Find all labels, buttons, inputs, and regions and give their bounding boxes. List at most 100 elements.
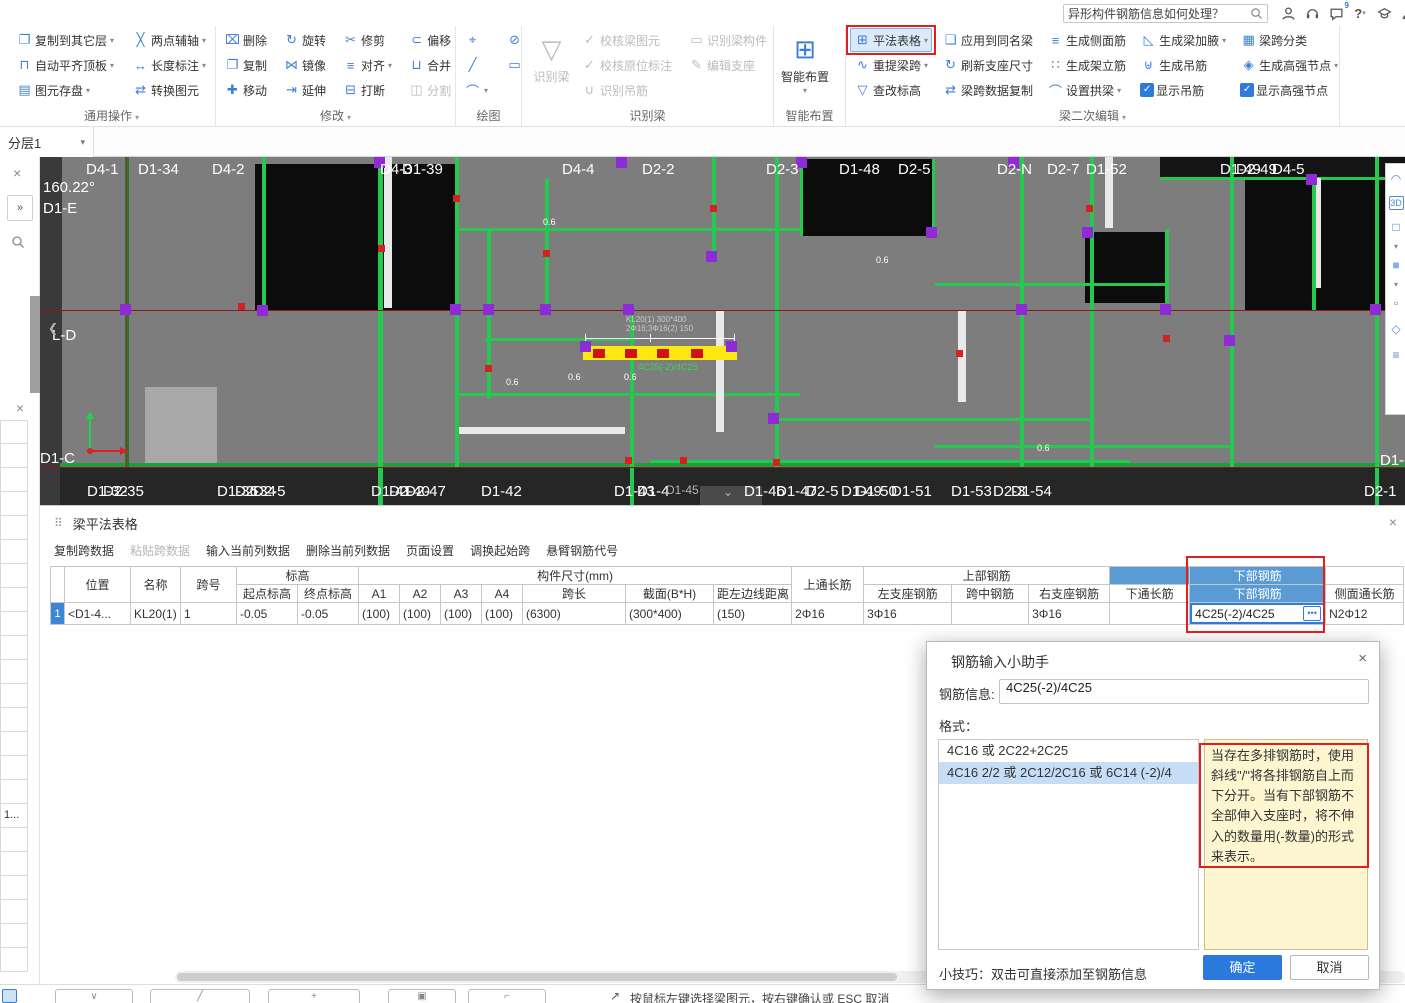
merge-button[interactable]: ⊔ 合并: [404, 53, 455, 77]
draw-arc-button[interactable]: ⌒ ▾: [460, 78, 492, 102]
chevron-down-icon[interactable]: ▾: [110, 35, 115, 45]
list-item[interactable]: [0, 612, 28, 636]
status-tool-button-3[interactable]: ▣: [388, 989, 456, 1003]
extend-button[interactable]: ⇥ 延伸: [279, 78, 330, 102]
cell-left-dist[interactable]: (150): [713, 602, 793, 625]
list-item[interactable]: [0, 948, 28, 972]
cell-left-support[interactable]: 3Φ16: [863, 602, 953, 625]
apply-to-same-name-beam-button[interactable]: ❏ 应用到同名梁: [938, 28, 1037, 52]
list-item[interactable]: [0, 852, 28, 876]
col-header-bottom-through-top[interactable]: [1109, 566, 1191, 585]
generate-hanger-rebar-button[interactable]: ⊎ 生成吊筋: [1136, 53, 1230, 77]
cube-icon[interactable]: ◇: [1391, 322, 1401, 336]
list-item[interactable]: [0, 828, 28, 852]
table-menu-输入当前列数据[interactable]: 输入当前列数据: [206, 544, 291, 558]
chevron-down-icon[interactable]: ▾: [924, 60, 929, 70]
panel-close-icon[interactable]: ×: [13, 165, 22, 181]
col-header-position[interactable]: 位置: [64, 566, 131, 603]
status-toggle-active[interactable]: [2, 989, 17, 1003]
group-header-bottom-rebar[interactable]: 下部钢筋: [1189, 566, 1327, 585]
cell-a3[interactable]: (100): [440, 602, 483, 625]
table-menu-调换起始跨[interactable]: 调换起始跨: [470, 544, 531, 558]
list-item[interactable]: [0, 684, 28, 708]
col-header-a3[interactable]: A3: [440, 584, 483, 603]
two-point-aux-axis-button[interactable]: ╳ 两点辅轴 ▾: [128, 28, 210, 52]
rail-scrollbar-thumb[interactable]: [30, 296, 40, 393]
cell-span-no[interactable]: 1: [180, 602, 237, 625]
chevron-down-icon[interactable]: ▾: [202, 35, 207, 45]
box-view-icon[interactable]: □: [1392, 220, 1400, 234]
col-header-a2[interactable]: A2: [399, 584, 442, 603]
cell-top-through[interactable]: 2Φ16: [791, 602, 865, 625]
beam-span-data-copy-button[interactable]: ⇄ 梁跨数据复制: [938, 78, 1037, 102]
col-header-right-support[interactable]: 右支座钢筋: [1028, 584, 1111, 603]
cell-end-elev[interactable]: -0.05: [296, 602, 360, 625]
length-annotation-button[interactable]: ↔ 长度标注 ▾: [128, 53, 210, 77]
chevron-down-icon[interactable]: ▾: [1222, 35, 1227, 45]
col-header-span-len[interactable]: 跨长: [522, 584, 627, 603]
ribbon-group-label-beam-secondary-edit[interactable]: 梁二次编辑 ▾: [1058, 109, 1127, 123]
help-icon[interactable]: ? ▾: [1354, 5, 1366, 21]
edit-icon[interactable]: [1397, 3, 1405, 23]
smart-layout-main-button[interactable]: ⊞ 智能布置 ▾: [778, 28, 832, 95]
list-item[interactable]: [0, 468, 28, 492]
list-item[interactable]: [0, 564, 28, 588]
list-item[interactable]: [0, 420, 28, 444]
check-beam-elements-button[interactable]: ✓ 校核梁图元: [577, 28, 676, 52]
format-option-list[interactable]: 4C16 或 2C22+2C25 4C16 2/2 或 2C12/2C16 或 6…: [938, 739, 1199, 950]
set-arched-beam-button[interactable]: ⌒ 设置拱梁 ▾: [1043, 78, 1130, 102]
col-header-end-elev[interactable]: 终点标高: [296, 584, 360, 603]
chevron-down-icon[interactable]: ▾: [388, 60, 393, 70]
chevron-down-icon[interactable]: ▾: [1122, 113, 1127, 122]
break-button[interactable]: ⊟ 打断: [338, 78, 396, 102]
ok-button[interactable]: 确定: [1203, 955, 1282, 980]
group-header-elevation[interactable]: 标高: [235, 566, 360, 585]
group-header-top-rebar[interactable]: 上部钢筋: [863, 566, 1111, 585]
list-item[interactable]: [0, 876, 28, 900]
element-save-button[interactable]: ▤ 图元存盘 ▾: [12, 78, 118, 102]
col-header-mid-span[interactable]: 跨中钢筋: [951, 584, 1030, 603]
upgrade-cap-icon[interactable]: [1374, 3, 1394, 23]
beam-table-close-icon[interactable]: ×: [1388, 514, 1397, 530]
col-header-side-top[interactable]: [1325, 566, 1405, 585]
col-header-left-dist[interactable]: 距左边线距离: [713, 584, 793, 603]
status-tool-button-2[interactable]: +: [268, 989, 360, 1003]
list-view-icon[interactable]: ≡: [1392, 348, 1400, 362]
generate-side-rebar-button[interactable]: ≡ 生成侧面筋: [1043, 28, 1130, 52]
chevron-down-icon[interactable]: ▾: [347, 113, 352, 122]
group-header-size[interactable]: 构件尺寸(mm): [358, 566, 793, 585]
ellipsis-button[interactable]: •••: [1303, 606, 1322, 621]
list-item[interactable]: [0, 708, 28, 732]
check-insitu-annotation-button[interactable]: ✓ 校核原位标注: [577, 53, 676, 77]
status-tool-button-1[interactable]: ╱: [150, 989, 250, 1003]
show-hanger-rebar-checkbox[interactable]: ✓: [1140, 83, 1155, 97]
chevron-down-icon[interactable]: ▾: [110, 60, 115, 70]
cell-a2[interactable]: (100): [399, 602, 442, 625]
list-item[interactable]: [0, 516, 28, 540]
list-item[interactable]: 1...: [0, 804, 28, 828]
re-extract-beam-span-button[interactable]: ∿ 重提梁跨 ▾: [850, 53, 932, 77]
chevron-down-icon[interactable]: ▾: [86, 85, 91, 95]
draw-line-button[interactable]: ╱: [460, 53, 492, 77]
list-item[interactable]: [0, 732, 28, 756]
format-option-1[interactable]: 4C16 2/2 或 2C12/2C16 或 6C14 (-2)/4: [939, 762, 1198, 784]
col-header-left-support[interactable]: 左支座钢筋: [863, 584, 953, 603]
draw-circle-button[interactable]: ⊘: [502, 28, 527, 52]
drag-handle-icon[interactable]: ⠿: [54, 516, 63, 530]
format-option-0[interactable]: 4C16 或 2C22+2C25: [947, 743, 1069, 758]
panel-expand-icon[interactable]: »: [7, 195, 33, 221]
list-item[interactable]: [0, 444, 28, 468]
table-menu-复制跨数据[interactable]: 复制跨数据: [54, 544, 115, 558]
panel-close2-icon[interactable]: ×: [16, 400, 25, 416]
chevron-down-icon[interactable]: ▾: [202, 60, 207, 70]
identify-hanger-rebar-button[interactable]: ∪ 识别吊筋: [577, 78, 676, 102]
orbit-icon[interactable]: ◠: [1390, 172, 1402, 186]
cell-side-through[interactable]: N2Φ12: [1325, 602, 1405, 625]
table-menu-粘贴跨数据[interactable]: 粘贴跨数据: [130, 544, 191, 558]
identify-beam-members-button[interactable]: ▭ 识别梁构件: [684, 28, 771, 52]
search-icon[interactable]: [1250, 7, 1263, 20]
3d-view-icon[interactable]: 3D: [1388, 196, 1404, 210]
bottom-rebar-editor[interactable]: 4C25(-2)/4C25 •••: [1190, 603, 1325, 624]
col-header-start-elev[interactable]: 起点标高: [236, 584, 298, 603]
row-number-cell[interactable]: 1: [50, 602, 65, 625]
